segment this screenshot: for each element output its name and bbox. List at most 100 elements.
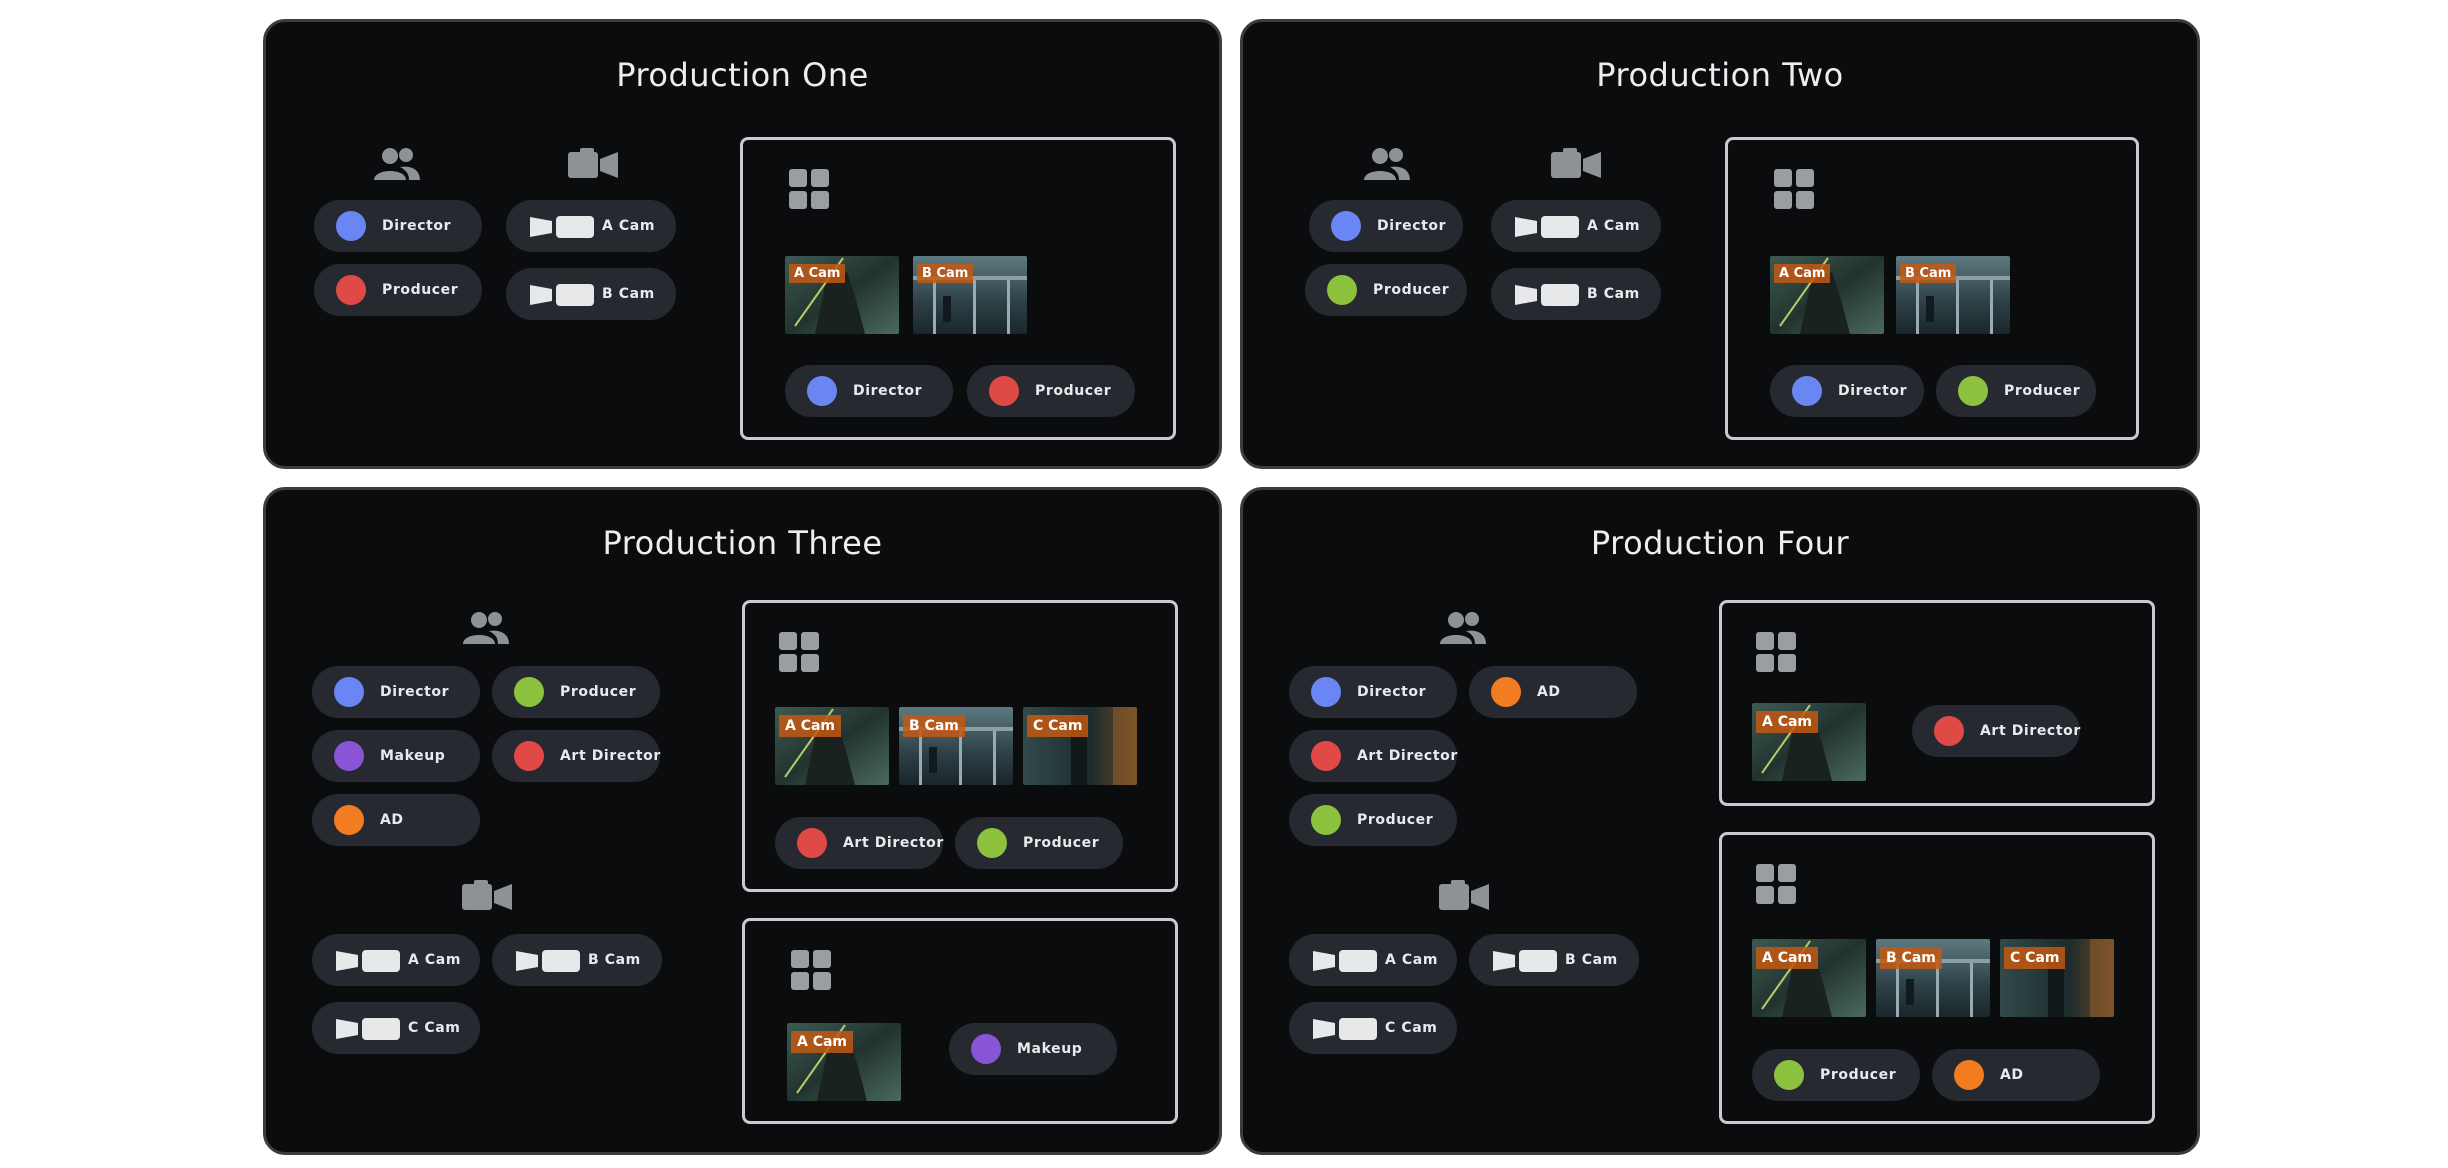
person-chip-producer[interactable]: Producer [1305, 264, 1467, 316]
person-chip-director[interactable]: Director [312, 666, 480, 718]
person-chip-producer[interactable]: Producer [1752, 1049, 1920, 1101]
thumbnail-label: A Cam [1756, 947, 1819, 969]
person-chip-art-director[interactable]: Art Director [1289, 730, 1457, 782]
person-chip-director[interactable]: Director [1309, 200, 1463, 252]
person-chip-producer[interactable]: Producer [314, 264, 482, 316]
camera-chip-a[interactable]: A Cam [1491, 200, 1661, 252]
person-avatar [1774, 1060, 1804, 1090]
camera-thumbnail[interactable]: B Cam [899, 707, 1013, 785]
person-label: Director [382, 218, 452, 234]
camera-thumbnail[interactable]: A Cam [775, 707, 889, 785]
output-frame[interactable]: A Cam B Cam C Cam Art Director Producer [742, 600, 1178, 892]
person-chip-producer[interactable]: Producer [1289, 794, 1457, 846]
person-avatar [1311, 677, 1341, 707]
camera-chip-b[interactable]: B Cam [506, 268, 676, 320]
grid-layout-icon [789, 169, 829, 209]
output-frame[interactable]: A Cam B Cam C Cam Producer AD [1719, 832, 2155, 1124]
person-label: Director [1377, 218, 1447, 234]
camera-label: A Cam [602, 218, 656, 234]
person-avatar [1958, 376, 1988, 406]
person-avatar [1331, 211, 1361, 241]
person-label: Art Director [560, 748, 661, 764]
camera-thumbnail[interactable]: B Cam [913, 256, 1027, 334]
person-chip-art-director[interactable]: Art Director [775, 817, 943, 869]
person-chip-director[interactable]: Director [1289, 666, 1457, 718]
person-avatar [1311, 805, 1341, 835]
person-chip-art-director[interactable]: Art Director [1912, 705, 2080, 757]
person-avatar [1327, 275, 1357, 305]
person-label: AD [1537, 684, 1561, 700]
production-panel-four: Production Four Director AD Art Director… [1240, 487, 2200, 1155]
camera-glyph-icon [1515, 216, 1579, 238]
people-group-icon [1364, 148, 1410, 180]
camera-glyph-icon [530, 284, 594, 306]
camera-chip-b[interactable]: B Cam [1491, 268, 1661, 320]
thumbnail-label: B Cam [917, 264, 974, 283]
person-chip-ad[interactable]: AD [1932, 1049, 2100, 1101]
camera-label: B Cam [602, 286, 655, 302]
person-chip-producer[interactable]: Producer [1936, 365, 2096, 417]
camera-chip-c[interactable]: C Cam [1289, 1002, 1457, 1054]
thumbnail-label: A Cam [791, 1031, 854, 1053]
video-camera-icon [1439, 880, 1489, 910]
person-label: Producer [2004, 383, 2081, 399]
camera-chip-a[interactable]: A Cam [506, 200, 676, 252]
person-avatar [334, 677, 364, 707]
person-chip-director[interactable]: Director [785, 365, 953, 417]
camera-thumbnail[interactable]: A Cam [785, 256, 899, 334]
camera-thumbnail[interactable]: B Cam [1876, 939, 1990, 1017]
person-chip-ad[interactable]: AD [1469, 666, 1637, 718]
panel-title: Production Two [1596, 56, 1844, 94]
camera-thumbnail[interactable]: A Cam [1752, 939, 1866, 1017]
person-chip-producer[interactable]: Producer [967, 365, 1135, 417]
camera-chip-a[interactable]: A Cam [1289, 934, 1457, 986]
camera-chip-a[interactable]: A Cam [312, 934, 480, 986]
camera-label: C Cam [1385, 1020, 1438, 1036]
output-frame[interactable]: A Cam Makeup [742, 918, 1178, 1124]
camera-chip-b[interactable]: B Cam [492, 934, 662, 986]
production-panel-two: Production Two Director Producer A Cam B… [1240, 19, 2200, 469]
panel-title: Production Three [602, 524, 883, 562]
output-frame[interactable]: A Cam B Cam Director Producer [1725, 137, 2139, 440]
camera-chip-c[interactable]: C Cam [312, 1002, 480, 1054]
person-chip-art-director[interactable]: Art Director [492, 730, 660, 782]
thumbnail-label: B Cam [903, 715, 965, 737]
grid-layout-icon [1774, 169, 1814, 209]
person-label: Makeup [380, 748, 446, 764]
person-chip-producer[interactable]: Producer [492, 666, 660, 718]
output-frame[interactable]: A Cam B Cam Director Producer [740, 137, 1176, 440]
camera-label: A Cam [1587, 218, 1641, 234]
camera-thumbnail[interactable]: A Cam [1770, 256, 1884, 334]
person-chip-makeup[interactable]: Makeup [949, 1023, 1117, 1075]
camera-thumbnail[interactable]: B Cam [1896, 256, 2010, 334]
person-label: Director [1357, 684, 1427, 700]
camera-thumbnail[interactable]: A Cam [1752, 703, 1866, 781]
thumbnail-label: A Cam [779, 715, 842, 737]
person-label: Producer [1820, 1067, 1897, 1083]
person-avatar [514, 677, 544, 707]
thumbnail-label: A Cam [789, 264, 846, 283]
person-chip-producer[interactable]: Producer [955, 817, 1123, 869]
person-label: Director [1838, 383, 1908, 399]
thumbnail-label: B Cam [1880, 947, 1942, 969]
video-camera-icon [1551, 148, 1601, 178]
person-chip-ad[interactable]: AD [312, 794, 480, 846]
camera-thumbnail[interactable]: C Cam [1023, 707, 1137, 785]
grid-layout-icon [1756, 632, 1796, 672]
person-chip-director[interactable]: Director [1770, 365, 1924, 417]
thumbnail-label: A Cam [1774, 264, 1831, 283]
camera-thumbnail[interactable]: C Cam [2000, 939, 2114, 1017]
camera-chip-b[interactable]: B Cam [1469, 934, 1639, 986]
person-avatar [336, 275, 366, 305]
person-chip-makeup[interactable]: Makeup [312, 730, 480, 782]
camera-thumbnail[interactable]: A Cam [787, 1023, 901, 1101]
person-avatar [989, 376, 1019, 406]
person-avatar [1491, 677, 1521, 707]
video-camera-icon [462, 880, 512, 910]
output-frame[interactable]: A Cam Art Director [1719, 600, 2155, 806]
person-avatar [514, 741, 544, 771]
grid-layout-icon [1756, 864, 1796, 904]
person-avatar [334, 805, 364, 835]
person-chip-director[interactable]: Director [314, 200, 482, 252]
camera-label: C Cam [408, 1020, 461, 1036]
